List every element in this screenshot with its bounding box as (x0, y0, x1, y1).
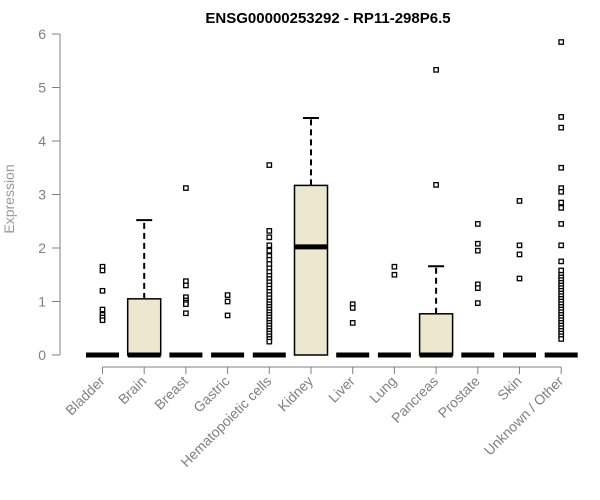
outlier-point (558, 336, 565, 342)
box-breast (169, 185, 203, 358)
box-body (293, 184, 329, 356)
outlier-point (474, 240, 481, 247)
outlier-point (266, 338, 273, 345)
outlier-point (474, 300, 481, 306)
outlier-point (349, 305, 356, 311)
box-kidney (293, 116, 329, 356)
outlier-point (558, 114, 565, 120)
outlier-point (433, 182, 439, 188)
outlier-point (558, 188, 565, 195)
x-tick-label: Prostate (435, 373, 483, 421)
box-skin (503, 198, 536, 358)
outlier-point (266, 162, 273, 168)
outlier-point (558, 205, 565, 211)
x-tick-label: Lung (366, 373, 399, 406)
outlier-point (266, 242, 273, 249)
box-hematopoietic-cells (252, 162, 286, 358)
outlier-point (266, 247, 273, 254)
box-prostate (461, 221, 495, 358)
outlier-point (433, 66, 439, 73)
box-lung (377, 263, 411, 358)
outlier-point (516, 242, 523, 249)
x-tick-label: Brain (115, 373, 149, 407)
box-bladder (86, 263, 119, 358)
outlier-point (183, 301, 189, 308)
outlier-point (183, 282, 189, 289)
outlier-point (183, 310, 189, 317)
outlier-point (224, 312, 231, 319)
y-tick-label: 4 (38, 133, 46, 149)
outlier-point (558, 164, 565, 171)
x-tick-label: Liver (325, 373, 358, 406)
x-tick-label: Unknown / Other (481, 373, 567, 459)
outlier-point (266, 228, 273, 234)
x-tick-label: Breast (151, 373, 191, 413)
outlier-point (391, 271, 398, 278)
box-unknown-other (544, 39, 578, 358)
y-axis-label: Expression (1, 164, 17, 233)
outlier-point (516, 275, 523, 282)
outlier-point (349, 320, 356, 326)
box-body (418, 313, 454, 356)
box-body (126, 298, 162, 356)
outlier-point (183, 185, 189, 191)
outlier-point (558, 242, 565, 249)
outlier-point (99, 267, 106, 274)
outlier-point (516, 198, 523, 204)
y-tick-label: 6 (38, 26, 46, 42)
x-tick-label: Skin (494, 373, 525, 404)
outlier-point (266, 234, 273, 241)
box-liver (336, 301, 370, 358)
outlier-point (558, 221, 565, 227)
outlier-point (99, 287, 106, 294)
outlier-point (99, 317, 106, 324)
chart-title: ENSG00000253292 - RP11-298P6.5 (205, 10, 450, 27)
outlier-point (558, 258, 565, 265)
box-pancreas (418, 66, 454, 358)
y-tick-label: 5 (38, 80, 46, 96)
outlier-point (558, 39, 565, 45)
outlier-point (391, 263, 398, 270)
outlier-point (474, 247, 481, 254)
y-tick-label: 3 (38, 187, 46, 203)
outlier-point (474, 221, 481, 227)
outlier-point (474, 285, 481, 291)
outlier-point (558, 199, 565, 206)
y-axis: 0 1 2 3 4 5 6 (38, 26, 61, 363)
x-tick-label: Bladder (62, 373, 108, 419)
x-tick-label: Kidney (275, 373, 317, 415)
outlier-point (224, 292, 231, 298)
box-gastric (211, 292, 245, 358)
outlier-point (99, 306, 106, 313)
outlier-point (516, 251, 523, 258)
y-tick-label: 1 (38, 294, 46, 310)
y-tick-label: 0 (38, 347, 46, 363)
outlier-point (224, 298, 231, 305)
y-tick-label: 2 (38, 240, 46, 256)
box-series (86, 39, 578, 358)
box-brain (126, 219, 162, 358)
outlier-point (558, 124, 565, 131)
